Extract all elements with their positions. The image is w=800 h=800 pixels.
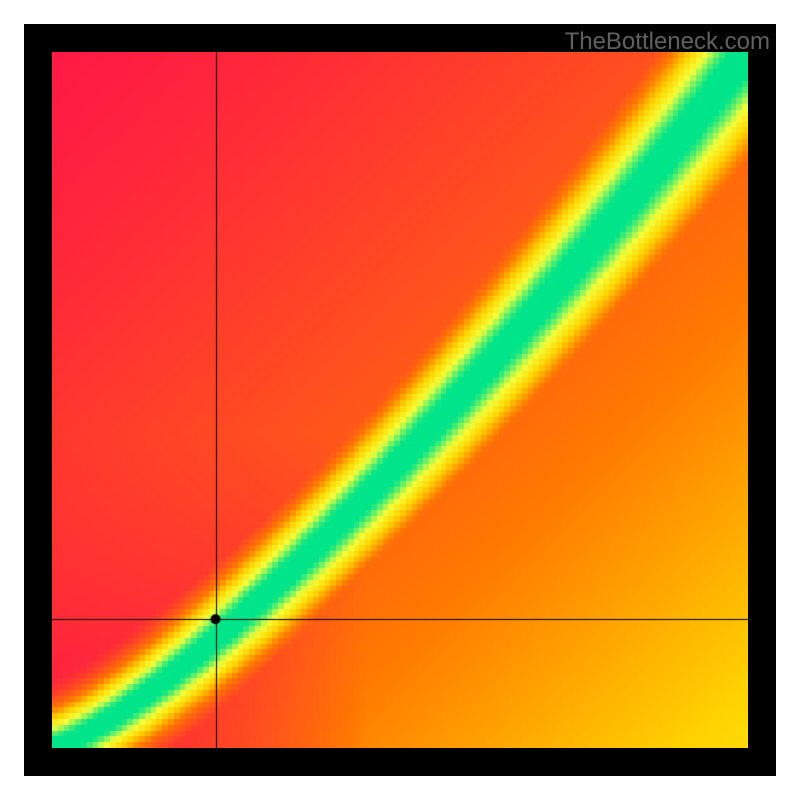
watermark-label: TheBottleneck.com xyxy=(565,28,770,56)
chart-frame xyxy=(24,24,776,776)
heatmap-canvas xyxy=(52,52,748,748)
